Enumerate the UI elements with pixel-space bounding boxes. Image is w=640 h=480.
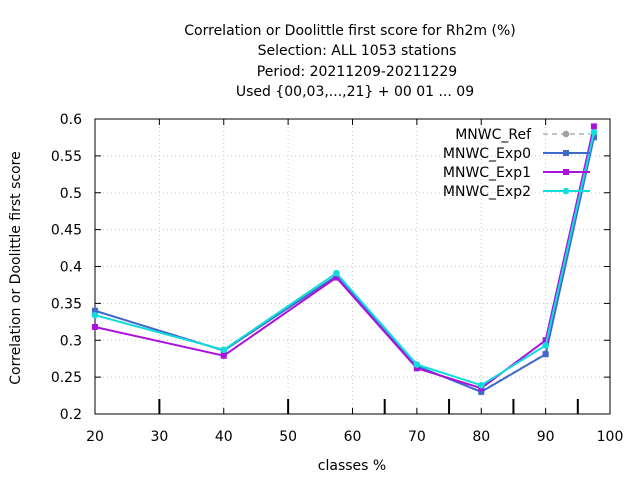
chart-title: Correlation or Doolittle first score for…	[184, 23, 515, 100]
legend-marker-MNWC_Exp2	[562, 187, 570, 195]
point-MNWC_Exp2-2	[333, 269, 340, 277]
legend-label-MNWC_Exp2: MNWC_Exp2	[443, 184, 531, 200]
y-tick-label-0: 0.2	[60, 407, 82, 423]
y-tick-label-6: 0.5	[60, 186, 82, 202]
y-tick-label-7: 0.55	[51, 149, 82, 165]
point-MNWC_Exp2-6	[590, 128, 598, 136]
point-MNWC_Exp1-1	[220, 352, 227, 359]
point-MNWC_Exp1-0	[92, 323, 98, 330]
point-MNWC_Exp1-5	[542, 337, 549, 344]
x-tick-label-7: 90	[537, 429, 555, 445]
y-tick-label-8: 0.6	[60, 112, 82, 128]
y-axis: 0.2 0.25 0.3 0.35 0.4 0.45 0.5 0.55 0.6	[51, 112, 610, 423]
x-tick-label-2: 40	[215, 429, 233, 445]
x-axis-label: classes %	[318, 458, 386, 474]
series-MNWC_Exp2	[91, 128, 598, 389]
x-tick-label-6: 80	[472, 429, 490, 445]
point-MNWC_Exp0-6	[590, 134, 597, 141]
legend-item-MNWC_Ref: MNWC_Ref	[455, 127, 590, 143]
x-tick-label-4: 60	[344, 429, 362, 445]
grid	[94, 118, 611, 415]
x-tick-label-1: 30	[150, 429, 168, 445]
title-line-3: Period: 20211209-20211229	[257, 64, 457, 80]
legend-marker-MNWC_Exp0	[563, 150, 569, 156]
legend-item-MNWC_Exp2: MNWC_Exp2	[443, 184, 590, 200]
series-group	[91, 123, 598, 395]
title-line-1: Correlation or Doolittle first score for…	[184, 23, 515, 39]
x-tick-label-3: 50	[279, 429, 297, 445]
y-axis-label: Correlation or Doolittle first score	[8, 151, 24, 384]
legend-marker-MNWC_Exp1	[563, 169, 569, 175]
point-MNWC_Exp2-4	[477, 381, 485, 389]
point-MNWC_Exp1-6	[590, 123, 597, 130]
legend-label-MNWC_Ref: MNWC_Ref	[455, 127, 532, 143]
series-MNWC_Exp1	[92, 123, 597, 392]
title-line-4: Used {00,03,...,21} + 00 01 ... 09	[236, 84, 474, 100]
point-MNWC_Exp0-0	[92, 307, 98, 314]
y-tick-label-5: 0.45	[51, 223, 82, 239]
legend-item-MNWC_Exp0: MNWC_Exp0	[443, 146, 590, 162]
point-MNWC_Exp2-0	[91, 311, 99, 319]
point-MNWC_Exp0-5	[542, 351, 549, 358]
point-MNWC_Exp2-1	[220, 346, 228, 354]
y-tick-label-3: 0.35	[51, 296, 82, 312]
x-axis: 20 30 40 50 60 70 80 90 100	[86, 119, 623, 445]
y-tick-label-4: 0.4	[60, 260, 82, 276]
y-tick-label-1: 0.25	[51, 370, 82, 386]
y-tick-label-2: 0.3	[60, 333, 82, 349]
x-tick-label-5: 70	[408, 429, 426, 445]
legend: MNWC_Ref MNWC_Exp0 MNWC_Exp1 MNWC_Exp2	[443, 127, 590, 200]
legend-label-MNWC_Exp0: MNWC_Exp0	[443, 146, 531, 162]
x-tick-label-8: 100	[597, 429, 624, 445]
point-MNWC_Exp2-5	[542, 342, 549, 349]
x-tick-label-0: 20	[86, 429, 104, 445]
class-marks	[158, 399, 579, 414]
point-MNWC_Exp1-3	[413, 365, 420, 372]
legend-marker-MNWC_Ref	[562, 130, 570, 138]
legend-label-MNWC_Exp1: MNWC_Exp1	[443, 165, 531, 181]
title-line-2: Selection: ALL 1053 stations	[258, 43, 457, 59]
point-MNWC_Exp1-2	[333, 274, 340, 281]
point-MNWC_Exp0-4	[478, 388, 485, 395]
point-MNWC_Exp2-3	[413, 361, 421, 368]
legend-item-MNWC_Exp1: MNWC_Exp1	[443, 165, 590, 181]
